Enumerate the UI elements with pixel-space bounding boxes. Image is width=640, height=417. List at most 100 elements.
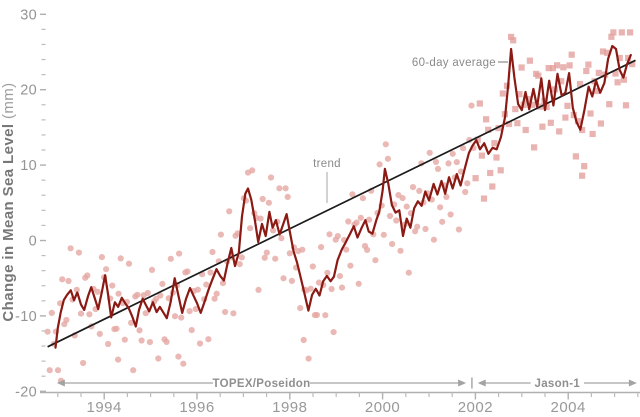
scatter-point-circle bbox=[313, 311, 320, 319]
scatter-point-circle bbox=[234, 230, 241, 237]
scatter-point-circle bbox=[46, 367, 53, 374]
scatter-point-circle bbox=[305, 355, 312, 362]
scatter-point-circle bbox=[138, 337, 145, 344]
scatter-point-square bbox=[618, 29, 625, 36]
scatter-point-circle bbox=[364, 246, 371, 253]
scatter-point-square bbox=[579, 172, 586, 179]
scatter-point-circle bbox=[84, 272, 91, 279]
scatter-point-circle bbox=[326, 231, 333, 238]
scatter-point-circle bbox=[286, 250, 293, 257]
scatter-point-square bbox=[489, 183, 496, 190]
scatter-point-circle bbox=[261, 254, 268, 261]
scatter-point-circle bbox=[447, 211, 454, 218]
scatter-point-square bbox=[485, 126, 492, 133]
scatter-point-square bbox=[472, 175, 479, 182]
x-tick-label: 1996 bbox=[179, 399, 214, 416]
scatter-point-circle bbox=[203, 281, 210, 288]
scatter-point-square bbox=[587, 110, 594, 117]
scatter-point-circle bbox=[462, 188, 469, 196]
scatter-point-square bbox=[526, 57, 533, 64]
scatter-point-square bbox=[549, 65, 556, 72]
scatter-point-circle bbox=[399, 195, 406, 202]
x-tick-label: 2000 bbox=[365, 399, 400, 416]
y-tick-label: 30 bbox=[20, 7, 37, 23]
scatter-point-circle bbox=[437, 204, 444, 211]
mission-label: TOPEX/Poseidon bbox=[213, 378, 311, 390]
scatter-point-square bbox=[508, 33, 515, 40]
scatter-point-circle bbox=[338, 284, 346, 291]
sixty-day-average-line bbox=[54, 44, 632, 349]
scatter-point-circle bbox=[270, 227, 277, 234]
scatter-point-circle bbox=[67, 245, 74, 252]
scatter-point-circle bbox=[449, 150, 456, 157]
scatter-point-circle bbox=[284, 193, 291, 200]
scatter-point-square bbox=[539, 123, 546, 130]
scatter-point-circle bbox=[163, 338, 170, 345]
scatter-point-circle bbox=[115, 290, 122, 297]
scatter-point-circle bbox=[380, 231, 387, 238]
scatter-point-circle bbox=[443, 193, 450, 200]
scatter-point-circle bbox=[432, 158, 440, 165]
scatter-point-circle bbox=[257, 215, 264, 222]
scatter-point-square bbox=[629, 61, 636, 68]
scatter-point-circle bbox=[278, 235, 285, 242]
scatter-point-square bbox=[543, 103, 550, 110]
scatter-point-circle bbox=[288, 277, 295, 284]
scatter-point-circle bbox=[300, 336, 307, 344]
scatter-point-circle bbox=[115, 356, 122, 363]
scatter-point-circle bbox=[259, 195, 266, 203]
y-axis: 30 20 10 0 -10 -20 bbox=[15, 7, 46, 400]
scatter-point-circle bbox=[372, 257, 379, 264]
scatter-point-circle bbox=[80, 359, 87, 367]
scatter-point-circle bbox=[146, 339, 153, 346]
scatter-point-circle bbox=[366, 216, 373, 223]
scatter-point-circle bbox=[307, 285, 314, 292]
scatter-point-circle bbox=[98, 254, 105, 261]
scatter-point-circle bbox=[105, 340, 112, 348]
trend-annotation-label: trend bbox=[313, 158, 341, 170]
scatter-point-circle bbox=[267, 174, 275, 181]
scatter-point-square bbox=[583, 67, 590, 75]
scatter-point-circle bbox=[128, 319, 135, 326]
scatter-point-circle bbox=[109, 282, 116, 289]
scatter-point-circle bbox=[318, 244, 325, 251]
scatter-point-square bbox=[579, 126, 586, 134]
scatter-point-circle bbox=[176, 250, 183, 257]
scatter-point-square bbox=[612, 70, 619, 77]
scatter-point-circle bbox=[430, 236, 437, 243]
scatter-point-square bbox=[497, 167, 504, 174]
scatter-point-square bbox=[514, 120, 521, 127]
scatter-point-circle bbox=[393, 217, 400, 224]
scatter-point-circle bbox=[405, 269, 412, 276]
scatter-point-circle bbox=[211, 295, 218, 302]
y-axis-title-unit: (mm) bbox=[0, 82, 17, 123]
scatter-point-square bbox=[474, 136, 481, 143]
scatter-point-circle bbox=[125, 260, 133, 267]
x-tick-label: 1994 bbox=[87, 399, 122, 416]
scatter-point-circle bbox=[184, 268, 191, 275]
scatter-point-circle bbox=[255, 286, 262, 293]
scatter-point-circle bbox=[376, 161, 383, 168]
scatter-point-circle bbox=[453, 159, 460, 166]
x-axis: 1994 1996 1998 2000 2002 2004 bbox=[40, 391, 640, 416]
scatter-point-circle bbox=[434, 165, 442, 172]
scatter-point-circle bbox=[130, 367, 137, 374]
scatter-point-circle bbox=[280, 275, 287, 282]
scatter-point-square bbox=[558, 78, 565, 85]
scatter-point-circle bbox=[238, 254, 245, 261]
scatter-point-square bbox=[606, 101, 613, 108]
x-tick-label: 2004 bbox=[551, 399, 586, 416]
scatter-point-circle bbox=[136, 327, 143, 334]
y-tick-label: -20 bbox=[15, 384, 37, 400]
scatter-point-circle bbox=[403, 203, 410, 210]
scatter-point-circle bbox=[309, 263, 316, 270]
scatter-point-square bbox=[545, 65, 552, 72]
scatter-point-circle bbox=[343, 246, 350, 253]
scatter-point-circle bbox=[445, 160, 452, 167]
y-tick-label: 0 bbox=[29, 234, 37, 250]
scatter-point-circle bbox=[75, 249, 82, 256]
scatter-point-circle bbox=[282, 185, 289, 192]
scatter-point-circle bbox=[167, 255, 174, 262]
scatter-point-circle bbox=[180, 360, 187, 367]
